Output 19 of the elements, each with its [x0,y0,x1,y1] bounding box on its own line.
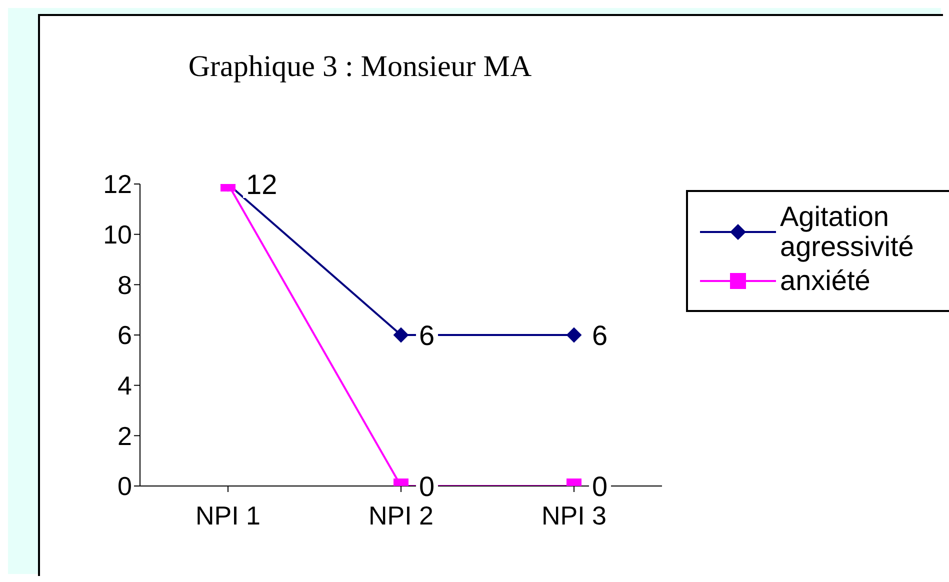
data-label: 6 [592,320,608,351]
x-tick-label: NPI 3 [541,500,607,530]
y-tick-label: 4 [118,370,132,401]
y-tick-label: 6 [118,320,132,350]
point [566,328,582,342]
y-tick-label: 10 [103,220,132,250]
x-tick-label: NPI 1 [195,500,261,530]
data-label: 0 [592,471,608,502]
data-label: 0 [419,471,435,502]
point [394,328,408,342]
y-tick-label: 2 [118,420,132,451]
data-label: 12 [246,169,278,200]
y-tick-label: 12 [103,169,132,200]
x-tick-label: NPI 2 [368,500,434,530]
data-label: 6 [419,320,435,351]
chart-title: Graphique 3 : Monsieur MA [187,50,533,84]
y-tick-label: 8 [118,270,132,300]
legend-label: anxiété [780,265,870,296]
y-tick-label: 0 [118,471,132,502]
